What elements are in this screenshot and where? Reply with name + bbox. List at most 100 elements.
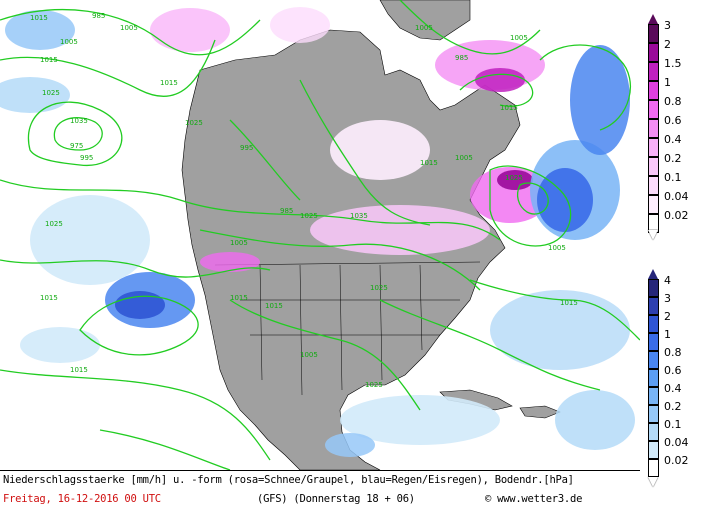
landmass-greenland	[379, 0, 471, 41]
snow-area	[200, 252, 260, 272]
rain-area	[20, 327, 100, 363]
legend-level-label: 0.04	[664, 190, 689, 203]
legend-level-label: 0.4	[664, 382, 682, 395]
isobar-label: 985	[280, 207, 293, 215]
isobar-label: 1015	[500, 104, 518, 112]
legend-level-label: 2	[664, 38, 671, 51]
legend-swatch	[648, 43, 659, 62]
isobar-label: 1015	[265, 302, 283, 310]
rain-area	[570, 45, 630, 155]
legend-level-label: 0.2	[664, 400, 682, 413]
isobar-label: 995	[240, 144, 253, 152]
legend-swatch	[648, 405, 659, 423]
legend-swatch	[648, 297, 659, 315]
legend-level-label: 3	[664, 292, 671, 305]
legend-level-label: 0.1	[664, 418, 682, 431]
legend-level-label: 0.8	[664, 95, 682, 108]
isobar-label: 1005	[415, 24, 433, 32]
legend-level-label: 1.5	[664, 57, 682, 70]
snow-area	[270, 7, 330, 43]
legend-swatch	[648, 333, 659, 351]
legend-level-label: 0.8	[664, 346, 682, 359]
legend-swatch	[648, 279, 659, 297]
isobar-label: 1025	[185, 119, 203, 127]
legend-swatch	[648, 138, 659, 157]
isobar-label: 1015	[40, 294, 58, 302]
legend-top-arrow-icon	[648, 14, 658, 24]
isobar-label: 1025	[45, 220, 63, 228]
isobar-label: 1015	[230, 294, 248, 302]
isobar-labels: 1015 985 1005 1015 1025 995 1035 975 1005 1015 102…	[30, 12, 578, 389]
snow-area	[497, 170, 533, 190]
legend-level-label: 2	[664, 310, 671, 323]
legend-swatch	[648, 176, 659, 195]
run-date: Freitag, 16-12-2016 00 UTC	[3, 493, 161, 505]
snow-area	[310, 205, 490, 255]
legend-level-label: 0.02	[664, 209, 689, 222]
legend-swatch	[648, 423, 659, 441]
isobar-lines	[0, 0, 640, 470]
legend-swatch	[648, 441, 659, 459]
rain-area	[490, 290, 630, 370]
legend-bottom-arrow-icon	[648, 230, 658, 240]
isobar-label: 1005	[548, 244, 566, 252]
legend-swatch	[648, 81, 659, 100]
legend-level-label: 0.4	[664, 133, 682, 146]
legend-level-label: 0.02	[664, 454, 689, 467]
state-borders	[214, 261, 481, 396]
legend-level-label: 0.1	[664, 171, 682, 184]
isobar-label: 1015	[30, 14, 48, 22]
snow-area	[150, 8, 230, 52]
isobar-label: 1015	[70, 366, 88, 374]
isobar-label: 975	[70, 142, 83, 150]
model-info: (GFS) (Donnerstag 18 + 06)	[257, 493, 415, 505]
landmass-hispaniola	[519, 405, 561, 419]
isobar-label: 1005	[510, 34, 528, 42]
isobar-label: 1005	[120, 24, 138, 32]
map-caption: Niederschlagsstaerke [mm/h] u. -form (ro…	[3, 474, 574, 486]
legend-swatch	[648, 195, 659, 214]
legend-swatch	[648, 62, 659, 81]
legend-swatch	[648, 369, 659, 387]
legend-level-label: 0.04	[664, 436, 689, 449]
legend-swatch	[648, 387, 659, 405]
legend-swatch	[648, 351, 659, 369]
snow-legend: 3 2 1.5 1 0.8 0.6 0.4 0.2 0.1 0.04 0.02	[640, 10, 704, 250]
weather-map: 1015 985 1005 1015 1025 995 1035 975 1005 1015 102…	[0, 0, 640, 470]
isobar-label: 995	[80, 154, 93, 162]
legend-swatch	[648, 24, 659, 43]
rain-area	[325, 433, 375, 457]
isobar-label: 1005	[60, 38, 78, 46]
isobar-label: 1025	[365, 381, 383, 389]
isobar-label: 1035	[70, 117, 88, 125]
snow-area	[330, 120, 430, 180]
rain-area	[5, 10, 75, 50]
copyright-link[interactable]: © www.wetter3.de	[485, 493, 583, 505]
legend-level-label: 3	[664, 19, 671, 32]
legend-swatch	[648, 100, 659, 119]
legend-top-arrow-icon	[648, 269, 658, 279]
isobar-label: 985	[455, 54, 468, 62]
rain-area	[30, 195, 150, 285]
isobar-label: 1005	[455, 154, 473, 162]
legend-level-label: 0.6	[664, 364, 682, 377]
legend-swatch	[648, 459, 659, 477]
isobar-label: 1005	[300, 351, 318, 359]
legend-swatch	[648, 119, 659, 138]
rain-area	[537, 168, 593, 232]
rain-area	[340, 395, 500, 445]
isobar-label: 1015	[160, 79, 178, 87]
snow-area	[475, 68, 525, 92]
isobar-label: 985	[92, 12, 105, 20]
isobar-label: 1015	[40, 56, 58, 64]
isobar-label: 1015	[420, 159, 438, 167]
isobar-label: 1025	[370, 284, 388, 292]
isobar-label: 1005	[230, 239, 248, 247]
rain-legend: 4 3 2 1 0.8 0.6 0.4 0.2 0.1 0.04 0.02	[640, 265, 704, 487]
isobar-label: 1025	[505, 174, 523, 182]
rain-area	[555, 390, 635, 450]
isobar-label: 1025	[300, 212, 318, 220]
map-footer: Niederschlagsstaerke [mm/h] u. -form (ro…	[0, 470, 640, 513]
rain-areas	[0, 10, 635, 457]
isobar-label: 1025	[42, 89, 60, 97]
